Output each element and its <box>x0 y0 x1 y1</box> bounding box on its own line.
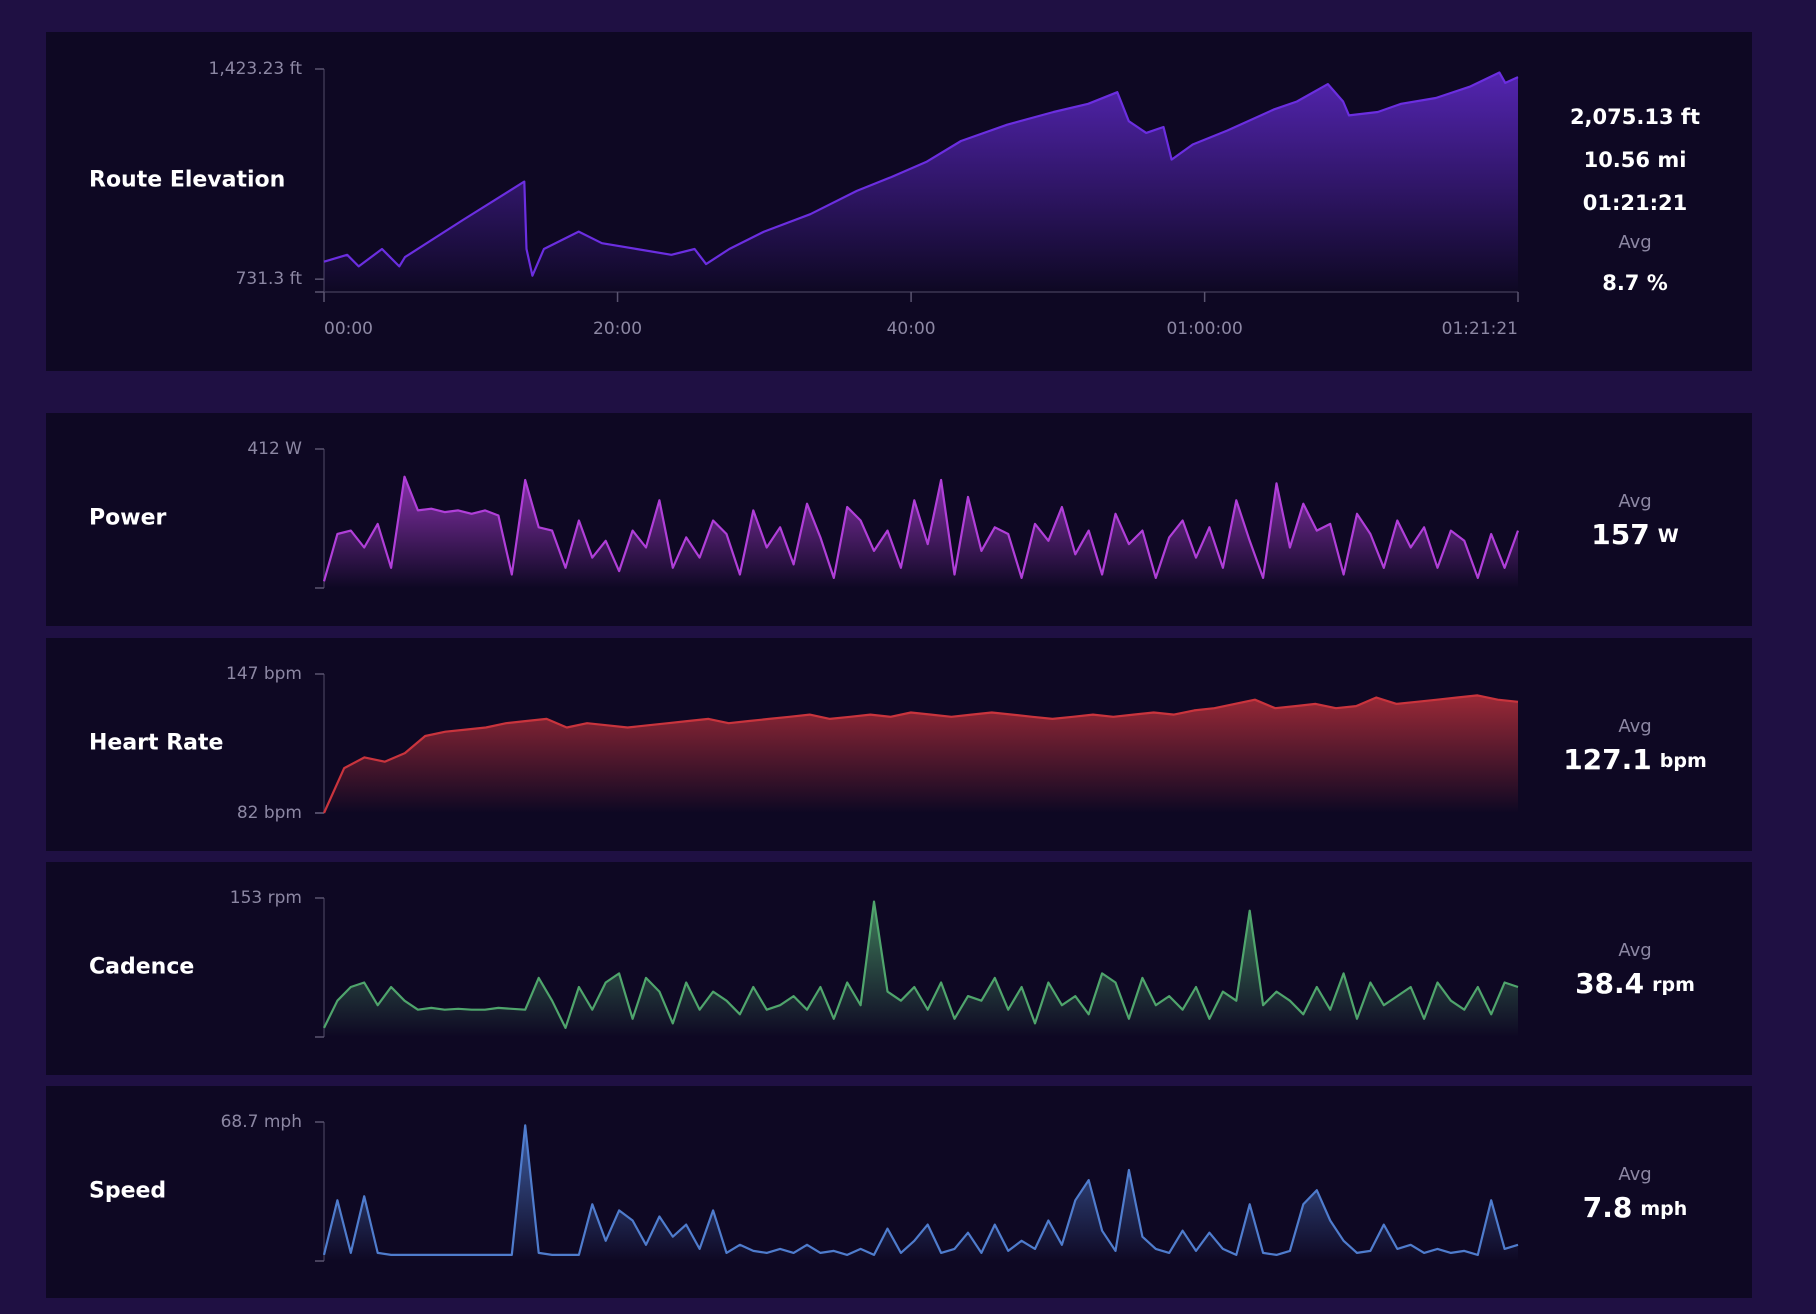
chart-title: Power <box>89 506 166 531</box>
stat-value: 157 W <box>1591 518 1678 551</box>
chart-title: Cadence <box>89 955 194 980</box>
y-tick-label: 147 bpm <box>226 664 302 684</box>
panel <box>46 1086 1752 1298</box>
x-tick-label: 40:00 <box>887 319 936 339</box>
area <box>324 72 1518 292</box>
stat-unit: W <box>1658 525 1679 547</box>
area <box>324 1125 1518 1261</box>
chart-title: Speed <box>89 1179 166 1204</box>
stat-label: Avg <box>1618 1164 1651 1185</box>
stat-value: 8.7 % <box>1602 271 1668 295</box>
summary-stat: 10.56 mi <box>1584 148 1687 172</box>
y-tick-label: 68.7 mph <box>221 1112 302 1132</box>
y-tick-label: 731.3 ft <box>236 269 303 289</box>
x-tick-label: 00:00 <box>324 319 373 339</box>
stat-value: 38.4 rpm <box>1575 967 1695 1000</box>
area <box>324 901 1518 1037</box>
panel <box>46 413 1752 626</box>
stat-number: 38.4 <box>1575 967 1644 1000</box>
x-tick-label: 01:00:00 <box>1166 319 1242 339</box>
summary-stat: 2,075.13 ft <box>1570 105 1700 129</box>
stat-label: Avg <box>1618 232 1651 253</box>
line <box>322 694 1519 814</box>
stat-value: 127.1 bpm <box>1563 743 1707 776</box>
stat-number: 157 <box>1591 518 1649 551</box>
stat-label: Avg <box>1618 491 1651 512</box>
stat-number: 7.8 <box>1583 1191 1633 1224</box>
stat-value: 7.8 mph <box>1583 1191 1688 1224</box>
stat-label: Avg <box>1618 716 1651 737</box>
line <box>322 475 1520 582</box>
chart-title: Route Elevation <box>89 168 285 193</box>
summary-stat: 01:21:21 <box>1583 191 1687 215</box>
line <box>323 900 1519 1029</box>
line <box>323 71 1519 277</box>
x-tick-label: 20:00 <box>593 319 642 339</box>
stat-unit: mph <box>1640 1198 1687 1220</box>
stat-unit: rpm <box>1652 974 1695 996</box>
stat-number: 127.1 <box>1563 743 1652 776</box>
panel <box>46 862 1752 1075</box>
y-tick-label: 153 rpm <box>230 888 302 908</box>
stat-label: Avg <box>1618 940 1651 961</box>
stat-unit: bpm <box>1660 750 1707 772</box>
chart-title: Heart Rate <box>89 731 223 756</box>
y-tick-label: 1,423.23 ft <box>209 59 303 79</box>
area <box>324 695 1518 813</box>
y-tick-label: 82 bpm <box>237 803 302 823</box>
line <box>322 1124 1519 1256</box>
y-tick-label: 412 W <box>247 439 302 459</box>
x-tick-label: 01:21:21 <box>1442 319 1518 339</box>
